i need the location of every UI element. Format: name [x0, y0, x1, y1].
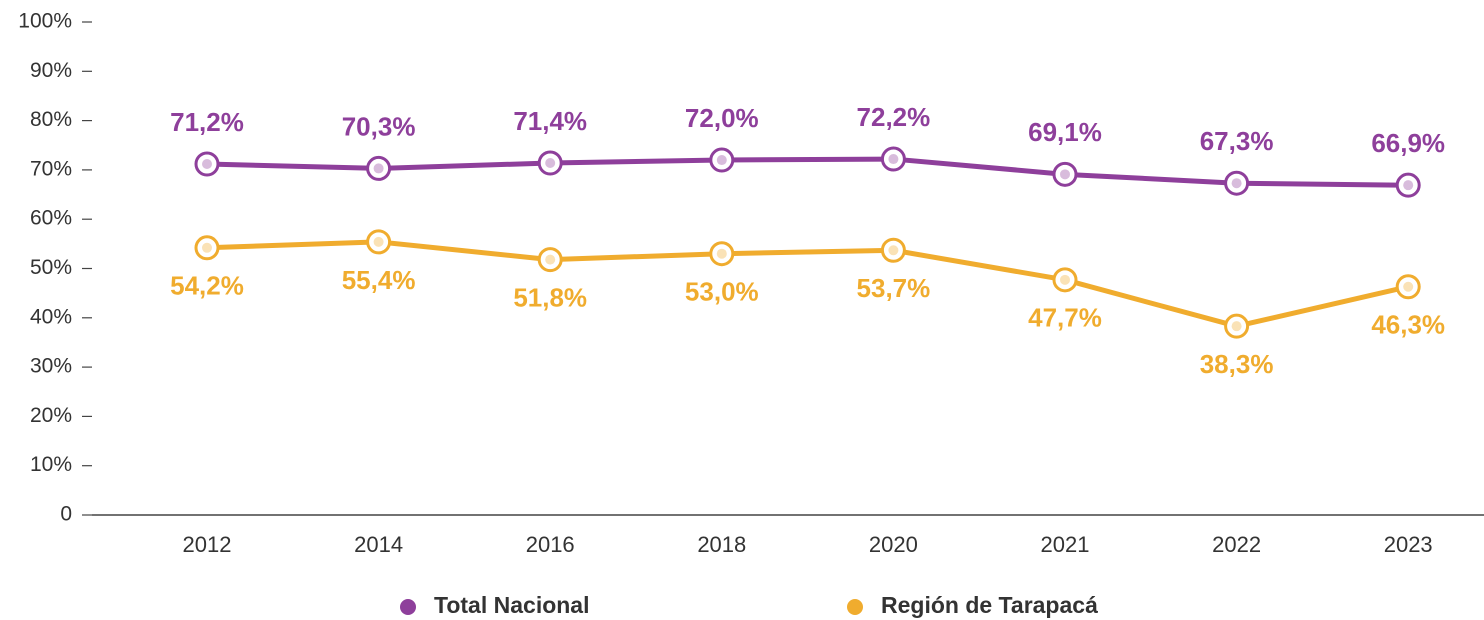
point-core	[545, 157, 556, 168]
y-tick-label: 0	[60, 503, 72, 526]
x-tick-label: 2021	[1041, 532, 1090, 557]
data-label: 70,3%	[342, 111, 416, 141]
y-tick-label: 80%	[30, 108, 72, 131]
data-label: 53,7%	[857, 273, 931, 303]
data-label: 72,2%	[857, 102, 931, 132]
y-tick-label: 30%	[30, 355, 72, 378]
x-tick-label: 2023	[1384, 532, 1433, 557]
point	[1052, 161, 1078, 187]
x-tick-label: 2014	[354, 532, 403, 557]
legend-swatch	[400, 599, 416, 615]
y-tick-label: 60%	[30, 207, 72, 230]
point	[366, 155, 392, 181]
y-tick-label: 10%	[30, 453, 72, 476]
legend-swatch	[847, 599, 863, 615]
point-core	[373, 163, 384, 174]
point	[1395, 274, 1421, 300]
point-core	[1060, 274, 1070, 285]
data-label: 71,2%	[170, 107, 244, 137]
y-tick-label: 100%	[18, 10, 72, 33]
point	[880, 146, 906, 172]
point	[194, 235, 220, 261]
data-label: 71,4%	[513, 106, 587, 136]
legend-label: Región de Tarapacá	[881, 592, 1098, 618]
series-line	[206, 239, 1409, 329]
data-label: 66,9%	[1371, 128, 1445, 158]
data-label: 55,4%	[342, 265, 416, 295]
data-label: 46,3%	[1371, 310, 1445, 340]
point-core	[202, 242, 212, 253]
point-core	[545, 254, 556, 265]
y-tick-label: 90%	[30, 59, 72, 82]
point-core	[1231, 321, 1242, 332]
point-core	[1403, 180, 1414, 191]
data-label: 47,7%	[1028, 303, 1102, 333]
point-core	[1060, 169, 1070, 180]
legend-label: Total Nacional	[434, 592, 590, 618]
point-core	[888, 154, 899, 165]
point	[880, 237, 906, 263]
point-core	[202, 158, 212, 169]
data-label: 72,0%	[685, 103, 759, 133]
point	[537, 150, 563, 176]
data-label: 51,8%	[513, 283, 587, 313]
x-tick-label: 2022	[1212, 532, 1261, 557]
data-label: 69,1%	[1028, 117, 1102, 147]
point	[709, 147, 735, 173]
point	[1224, 170, 1250, 196]
x-tick-label: 2018	[697, 532, 746, 557]
series-line	[206, 156, 1409, 188]
point	[1224, 313, 1250, 339]
point-core	[1231, 178, 1242, 189]
point-core	[716, 248, 727, 259]
point-core	[373, 236, 384, 247]
x-tick-label: 2012	[183, 532, 232, 557]
y-tick-label: 40%	[30, 305, 72, 328]
data-label: 54,2%	[170, 271, 244, 301]
point	[1395, 172, 1421, 198]
point	[537, 247, 563, 273]
point	[366, 229, 392, 255]
y-tick-label: 20%	[30, 404, 72, 427]
point	[709, 241, 735, 267]
data-label: 67,3%	[1200, 126, 1274, 156]
point	[1052, 267, 1078, 293]
y-tick-label: 70%	[30, 157, 72, 180]
point-core	[888, 245, 899, 256]
y-tick-label: 50%	[30, 256, 72, 279]
point-core	[716, 155, 727, 166]
point	[194, 151, 220, 177]
data-label: 53,0%	[685, 277, 759, 307]
x-tick-label: 2016	[526, 532, 575, 557]
point-core	[1403, 281, 1414, 292]
data-label: 38,3%	[1200, 349, 1274, 379]
x-tick-label: 2020	[869, 532, 918, 557]
